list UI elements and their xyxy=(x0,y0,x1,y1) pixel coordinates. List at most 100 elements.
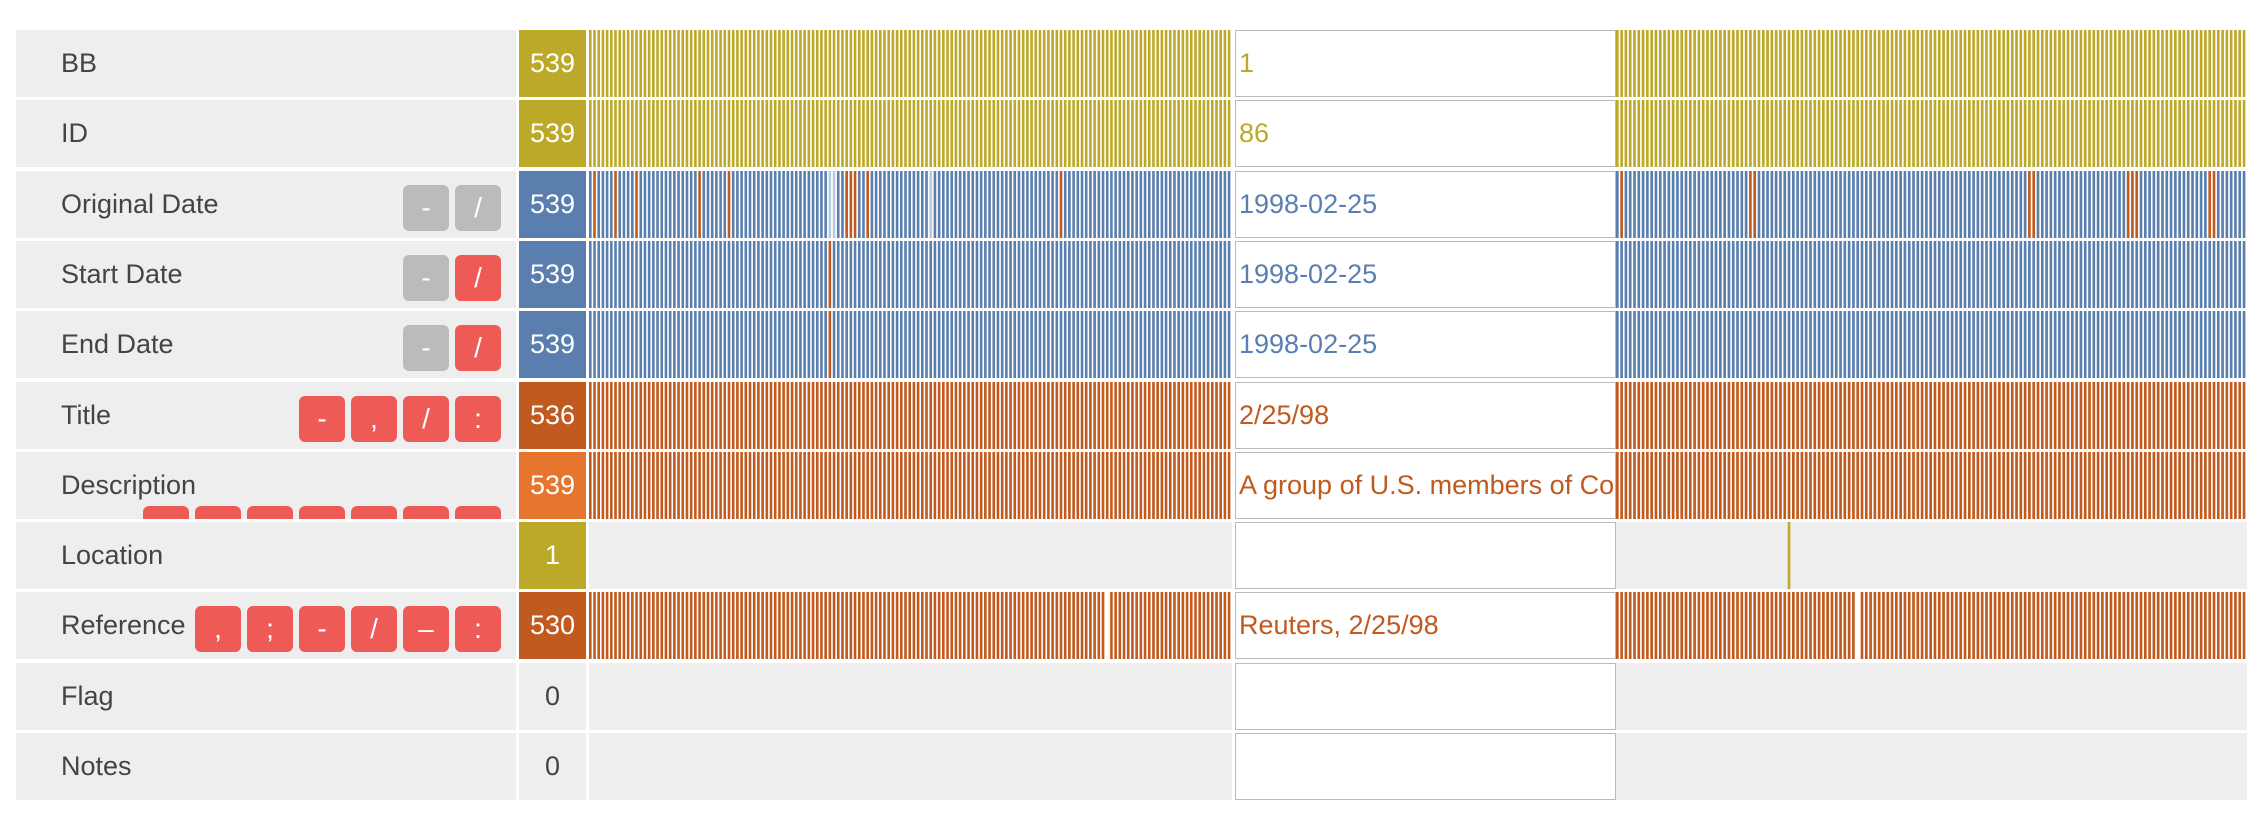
end-date-left-bar[interactable] xyxy=(643,311,647,379)
start-date-left-bar[interactable] xyxy=(1055,240,1059,308)
description-left-bar[interactable] xyxy=(647,451,651,519)
start-date-right-bar[interactable] xyxy=(1912,240,1915,308)
reference-left-bar[interactable] xyxy=(1114,592,1117,660)
start-date-left-bar[interactable] xyxy=(727,240,731,308)
title-left-bar[interactable] xyxy=(1160,381,1164,449)
start-date-right-bar[interactable] xyxy=(2053,240,2057,308)
original-date-left-bar[interactable] xyxy=(1227,170,1231,238)
bb-right-bar[interactable] xyxy=(2182,30,2186,97)
description-right-bar[interactable] xyxy=(1920,451,1924,519)
bb-left-bar[interactable] xyxy=(652,30,655,97)
original-date-left-bar[interactable] xyxy=(992,170,996,238)
start-date-left-bar[interactable] xyxy=(647,240,651,308)
id-right-bar[interactable] xyxy=(1796,100,1799,168)
description-right-bar[interactable] xyxy=(2053,451,2057,519)
end-date-right-bar[interactable] xyxy=(2010,311,2014,379)
original-date-right-bar[interactable] xyxy=(2221,170,2224,238)
start-date-right-bar[interactable] xyxy=(2148,240,2151,308)
reference-right-bar[interactable] xyxy=(1826,592,1829,660)
reference-right-bar[interactable] xyxy=(1684,592,1688,660)
start-date-right-bar[interactable] xyxy=(2058,240,2061,308)
start-date-right-bar[interactable] xyxy=(1616,240,1619,308)
description-right-bar[interactable] xyxy=(1766,451,1769,519)
description-left-bar[interactable] xyxy=(1080,451,1084,519)
end-date-left-bar[interactable] xyxy=(874,311,878,379)
title-right-bar[interactable] xyxy=(1813,381,1817,449)
id-right-bar[interactable] xyxy=(1817,100,1821,168)
description-right-bar[interactable] xyxy=(1757,451,1761,519)
id-right-bar[interactable] xyxy=(1967,100,1971,168)
end-date-right-bar[interactable] xyxy=(2152,311,2156,379)
description-right-bar[interactable] xyxy=(1796,451,1799,519)
start-date-left-bar[interactable] xyxy=(681,240,685,308)
reference-left-bar[interactable] xyxy=(601,592,605,660)
title-left-bar[interactable] xyxy=(1017,381,1021,449)
description-right-bar[interactable] xyxy=(1727,451,1731,519)
bb-left-bar[interactable] xyxy=(878,30,882,97)
title-left-bar[interactable] xyxy=(664,381,668,449)
bb-left-bar[interactable] xyxy=(1042,30,1046,97)
end-date-right-bar[interactable] xyxy=(1959,311,1963,379)
end-date-left-bar[interactable] xyxy=(744,311,748,379)
original-date-left-bar[interactable] xyxy=(1139,170,1143,238)
end-date-right-bar[interactable] xyxy=(1641,311,1645,379)
bb-left-bar[interactable] xyxy=(1198,30,1201,97)
description-right-bar[interactable] xyxy=(2169,451,2173,519)
reference-left-bar[interactable] xyxy=(1038,592,1042,660)
id-left-bar[interactable] xyxy=(925,100,928,168)
reference-right-bar[interactable] xyxy=(2045,592,2048,660)
original-date-right-bar[interactable] xyxy=(1882,170,1885,238)
bb-right-bar[interactable] xyxy=(1650,30,1653,97)
title-right-bar[interactable] xyxy=(1809,381,1812,449)
title-left-bar[interactable] xyxy=(786,381,790,449)
reference-left-bar[interactable] xyxy=(685,592,689,660)
original-date-left-bar[interactable] xyxy=(782,170,785,238)
original-date-left-bar[interactable] xyxy=(975,170,979,238)
original-date-left-bar[interactable] xyxy=(1189,170,1193,238)
reference-right-bar[interactable] xyxy=(2101,592,2104,660)
title-right-bar[interactable] xyxy=(1959,381,1963,449)
original-date-left-bar[interactable] xyxy=(618,170,622,238)
title-left-bar[interactable] xyxy=(1227,381,1231,449)
description-right-bar[interactable] xyxy=(1864,451,1868,519)
end-date-right-bar[interactable] xyxy=(1852,311,1855,379)
id-left-bar[interactable] xyxy=(954,100,958,168)
title-left-bar[interactable] xyxy=(836,381,840,449)
end-date-left-bar[interactable] xyxy=(626,311,630,379)
original-date-left-bar[interactable] xyxy=(778,170,781,238)
description-right-bar[interactable] xyxy=(2088,451,2091,519)
start-date-right-bar[interactable] xyxy=(1946,240,1950,308)
title-left-bar[interactable] xyxy=(681,381,685,449)
id-right-bar[interactable] xyxy=(1684,100,1688,168)
id-left-bar[interactable] xyxy=(698,100,701,168)
title-right-bar[interactable] xyxy=(2152,381,2156,449)
reference-left-bar[interactable] xyxy=(1047,592,1050,660)
original-date-right-bar[interactable] xyxy=(2092,170,2096,238)
id-right-bar[interactable] xyxy=(2178,100,2181,168)
id-left-bar[interactable] xyxy=(626,100,630,168)
title-right-bar[interactable] xyxy=(2113,381,2117,449)
end-date-left-bar[interactable] xyxy=(614,311,617,379)
original-date-left-bar[interactable] xyxy=(937,170,941,238)
original-date-right-bar[interactable] xyxy=(2191,170,2194,238)
bb-left-bar[interactable] xyxy=(614,30,617,97)
original-date-right-bar[interactable] xyxy=(1671,170,1675,238)
title-right-bar[interactable] xyxy=(1731,381,1735,449)
reference-left-bar[interactable] xyxy=(656,592,659,660)
title-left-bar[interactable] xyxy=(895,381,899,449)
end-date-left-bar[interactable] xyxy=(668,311,672,379)
id-left-bar[interactable] xyxy=(937,100,941,168)
bb-left-bar[interactable] xyxy=(673,30,676,97)
bb-right-bar[interactable] xyxy=(1860,30,1864,97)
end-date-right-bar[interactable] xyxy=(2225,311,2229,379)
start-date-right-bar[interactable] xyxy=(1817,240,1821,308)
reference-left-bar[interactable] xyxy=(921,592,924,660)
bb-left-bar[interactable] xyxy=(975,30,979,97)
id-left-bar[interactable] xyxy=(857,100,861,168)
id-left-bar[interactable] xyxy=(1215,100,1218,168)
description-left-bar[interactable] xyxy=(715,451,718,519)
title-left-bar[interactable] xyxy=(1059,381,1063,449)
id-left-bar[interactable] xyxy=(769,100,773,168)
end-date-left-bar[interactable] xyxy=(1168,311,1172,379)
original-date-left-bar[interactable] xyxy=(807,170,811,238)
